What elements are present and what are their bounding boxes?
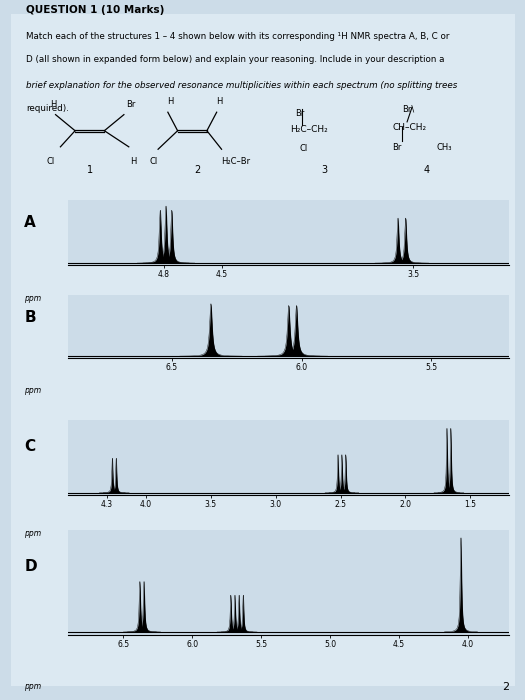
Text: Cl: Cl bbox=[47, 158, 55, 167]
Text: CH₃: CH₃ bbox=[436, 143, 452, 152]
Text: H₂C–CH₂: H₂C–CH₂ bbox=[290, 125, 328, 134]
Text: 3: 3 bbox=[321, 165, 327, 175]
Text: Match each of the structures 1 – 4 shown below with its corresponding ¹H NMR spe: Match each of the structures 1 – 4 shown… bbox=[26, 32, 450, 41]
Text: ppm: ppm bbox=[24, 294, 41, 303]
Text: 1: 1 bbox=[87, 165, 93, 175]
Text: H: H bbox=[216, 97, 222, 106]
Text: H: H bbox=[167, 97, 173, 106]
Text: H₂C–Br: H₂C–Br bbox=[222, 158, 250, 167]
Text: D (all shown in expanded form below) and explain your reasoning. Include in your: D (all shown in expanded form below) and… bbox=[26, 55, 445, 64]
Text: C: C bbox=[24, 439, 35, 454]
Text: required).: required). bbox=[26, 104, 69, 113]
Text: Br: Br bbox=[295, 109, 304, 118]
Text: 2: 2 bbox=[194, 165, 200, 175]
Text: Br: Br bbox=[127, 100, 136, 109]
Text: Cl: Cl bbox=[149, 158, 158, 167]
Text: A: A bbox=[24, 216, 36, 230]
Text: Cl: Cl bbox=[300, 144, 308, 153]
Text: Br: Br bbox=[393, 143, 402, 152]
Text: CH–CH₂: CH–CH₂ bbox=[393, 123, 426, 132]
Text: D: D bbox=[24, 559, 37, 574]
Text: ppm: ppm bbox=[24, 386, 41, 395]
Text: B: B bbox=[24, 309, 36, 325]
Text: 4: 4 bbox=[424, 165, 429, 175]
Text: Br\: Br\ bbox=[402, 104, 414, 113]
Text: H: H bbox=[50, 100, 56, 109]
Text: H: H bbox=[131, 158, 137, 167]
Text: brief explanation for the observed resonance multiplicities within each spectrum: brief explanation for the observed reson… bbox=[26, 80, 457, 90]
Text: ppm: ppm bbox=[24, 682, 41, 692]
Text: ppm: ppm bbox=[24, 528, 41, 538]
Text: QUESTION 1 (10 Marks): QUESTION 1 (10 Marks) bbox=[26, 5, 165, 15]
Text: 2: 2 bbox=[502, 682, 509, 692]
